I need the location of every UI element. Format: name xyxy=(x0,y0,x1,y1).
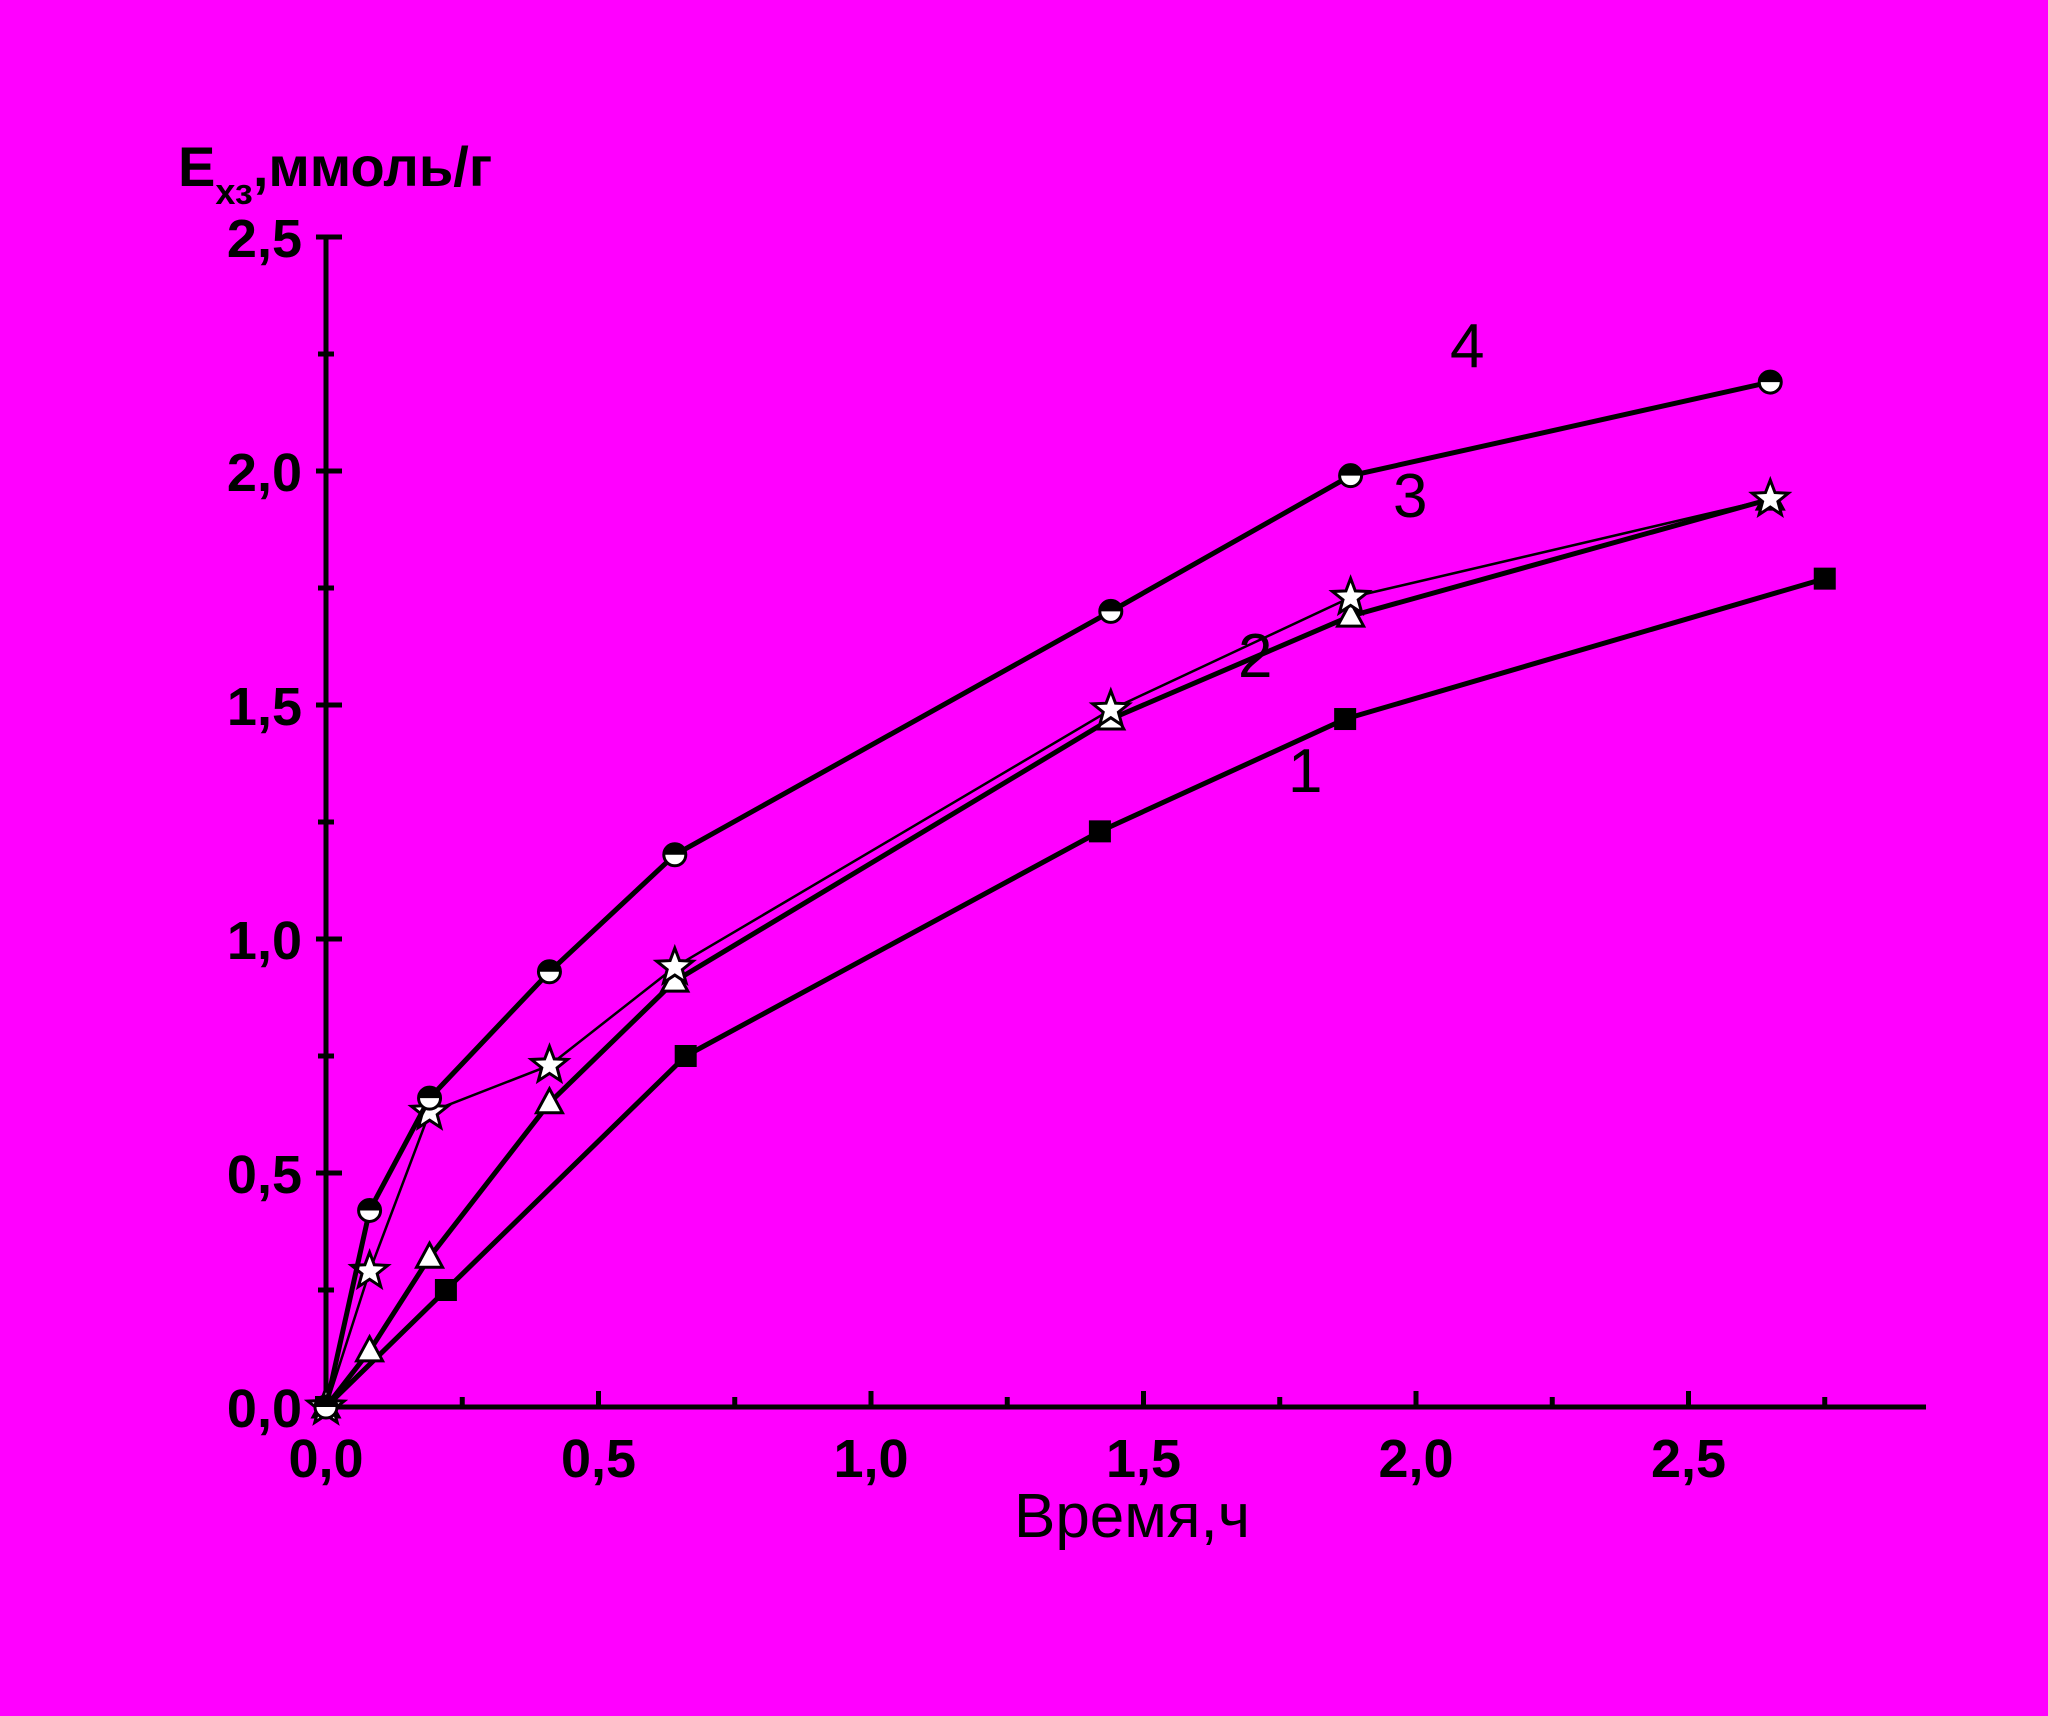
x-axis-ticks: 0,0 0,5 1,0 1,5 2,0 2,5 xyxy=(288,1391,1828,1489)
x-tick-label: 0,5 xyxy=(561,1429,636,1489)
series-1-point xyxy=(674,1045,697,1067)
series-3-point xyxy=(1328,574,1373,617)
y-axis-title-main: E xyxy=(178,135,215,198)
series-4-point xyxy=(1098,598,1124,624)
series-3-point xyxy=(1748,475,1793,518)
series-4-point xyxy=(662,842,688,868)
y-tick-label: 0,0 xyxy=(227,1379,302,1439)
y-tick-label: 0,5 xyxy=(227,1145,302,1205)
y-axis-title: Eхз,ммоль/г xyxy=(178,135,492,212)
y-tick-label: 1,0 xyxy=(227,911,302,971)
series-1-point xyxy=(1334,708,1357,731)
y-axis-ticks: 0,0 0,5 1,0 1,5 2,0 2,5 xyxy=(227,209,342,1439)
series-1-point xyxy=(1088,820,1111,843)
series-4-point xyxy=(357,1197,383,1223)
curve-labels: 1 2 3 4 xyxy=(1238,312,1484,806)
series-3-point xyxy=(527,1042,572,1085)
curve-label-2: 2 xyxy=(1238,622,1272,691)
series-layer xyxy=(303,369,1836,1426)
x-tick-label: 1,0 xyxy=(833,1429,908,1489)
y-tick-label: 2,5 xyxy=(227,209,302,269)
y-tick-label: 1,5 xyxy=(227,677,302,737)
x-tick-label: 2,0 xyxy=(1378,1429,1453,1489)
curve-label-3: 3 xyxy=(1393,462,1427,531)
y-axis-title-unit: ,ммоль/г xyxy=(253,135,492,198)
y-tick-label: 2,0 xyxy=(227,443,302,503)
x-axis-title: Время,ч xyxy=(1014,1482,1250,1551)
series-2-line xyxy=(324,496,1771,1409)
series-4-line xyxy=(323,379,1771,1408)
series-3-point xyxy=(652,943,697,986)
y-axis-title-subscript: хз xyxy=(215,171,252,212)
series-4-point xyxy=(1757,369,1783,395)
series-4 xyxy=(313,369,1783,1420)
y-axis: 0,0 0,5 1,0 1,5 2,0 2,5 xyxy=(227,209,342,1439)
series-2-point xyxy=(1335,598,1367,628)
x-tick-label: 0,0 xyxy=(288,1429,363,1489)
series-2-point xyxy=(414,1240,446,1269)
series-4-point xyxy=(1338,463,1364,489)
series-3-line xyxy=(324,497,1771,1408)
series-2-point xyxy=(533,1085,565,1115)
series-1-line xyxy=(324,576,1826,1409)
series-4-point xyxy=(313,1394,339,1420)
series-1-point xyxy=(434,1279,457,1301)
x-tick-label: 1,5 xyxy=(1106,1429,1181,1489)
series-4-point xyxy=(417,1085,443,1111)
x-tick-label: 2,5 xyxy=(1651,1429,1726,1489)
series-3-point xyxy=(1088,686,1133,729)
curve-label-4: 4 xyxy=(1450,312,1484,381)
series-1-point xyxy=(1813,567,1836,590)
series-2-point xyxy=(354,1333,386,1363)
series-4-point xyxy=(536,959,562,985)
curve-label-1: 1 xyxy=(1288,737,1322,806)
x-axis: 0,0 0,5 1,0 1,5 2,0 2,5 xyxy=(288,1391,1926,1489)
